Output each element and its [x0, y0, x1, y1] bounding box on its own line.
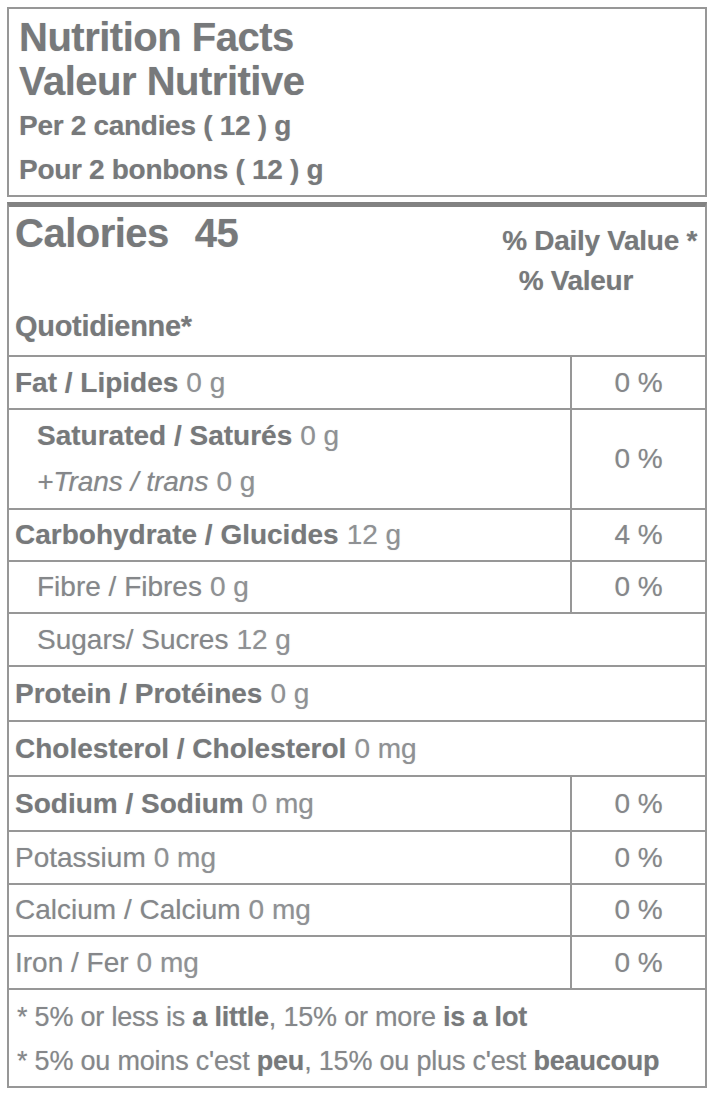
nutrition-label: Nutrition Facts Valeur Nutritive Per 2 c…: [7, 7, 707, 1088]
row-iron: Iron / Fer 0 mg 0 %: [9, 935, 705, 988]
nutrient-table: Calories 45 % Daily Value * % Valeur Quot…: [7, 202, 707, 1088]
calories-section: Calories 45 % Daily Value * % Valeur Quot…: [9, 207, 705, 355]
nutrient-amount: 0 mg: [354, 733, 416, 764]
daily-value-cell: 0 %: [570, 410, 705, 508]
nutrient-label: Saturated / Saturés: [37, 420, 292, 451]
nutrient-label: Iron / Fer: [15, 947, 129, 978]
daily-value-header-en: % Daily Value *: [502, 225, 705, 257]
row-sodium: Sodium / Sodium 0 mg 0 %: [9, 775, 705, 830]
title-english: Nutrition Facts: [19, 15, 695, 59]
nutrient-amount: 0 mg: [137, 947, 199, 978]
serving-size-french: Pour 2 bonbons ( 12 ) g: [19, 149, 695, 191]
daily-value-cell: 0 %: [570, 562, 705, 612]
nutrient-amount: 0 mg: [154, 842, 216, 873]
row-carbohydrate: Carbohydrate / Glucides 12 g 4 %: [9, 508, 705, 560]
daily-value-header-fr-2: Quotidienne*: [9, 310, 705, 343]
nutrient-amount: 0 g: [300, 420, 339, 451]
calories-row: Calories 45: [9, 211, 238, 255]
row-potassium: Potassium 0 mg 0 %: [9, 830, 705, 883]
daily-value-cell: 0 %: [570, 357, 705, 408]
nutrient-label: Sugars/ Sucres: [37, 624, 228, 655]
calories-label: Calories: [15, 211, 169, 255]
row-saturated-trans: Saturated / Saturés 0 g +Trans / trans 0 g…: [9, 408, 705, 508]
daily-value-cell: 4 %: [570, 510, 705, 560]
row-protein: Protein / Protéines 0 g: [9, 665, 705, 720]
nutrient-label: Fibre / Fibres: [37, 571, 202, 602]
nutrient-amount: 0 g: [186, 367, 225, 398]
nutrient-label: Sodium / Sodium: [15, 788, 244, 819]
nutrient-amount: 0 mg: [249, 894, 311, 925]
nutrient-amount: 0 g: [270, 678, 309, 709]
nutrient-label: Calcium / Calcium: [15, 894, 241, 925]
daily-value-cell: 0 %: [570, 777, 705, 830]
daily-value-header-fr-1: % Valeur: [9, 265, 705, 297]
footnote-section: * 5% or less is a little, 15% or more is…: [9, 988, 705, 1086]
title-french: Valeur Nutritive: [19, 59, 695, 103]
calories-value: 45: [195, 211, 239, 255]
serving-size-english: Per 2 candies ( 12 ) g: [19, 105, 695, 147]
daily-value-cell: 0 %: [570, 885, 705, 935]
row-fibre: Fibre / Fibres 0 g 0 %: [9, 560, 705, 612]
nutrient-amount: 12 g: [236, 624, 291, 655]
row-fat: Fat / Lipides 0 g 0 %: [9, 355, 705, 408]
nutrient-amount: 12 g: [347, 519, 402, 550]
nutrient-amount: 0 g: [210, 571, 249, 602]
nutrient-label-trans: +Trans / trans: [37, 466, 208, 497]
daily-value-cell: 0 %: [570, 937, 705, 988]
nutrient-amount: 0 mg: [252, 788, 314, 819]
nutrient-label: Fat / Lipides: [15, 367, 178, 398]
nutrient-amount: 0 g: [216, 466, 255, 497]
footnote-english: * 5% or less is a little, 15% or more is…: [17, 995, 697, 1039]
row-calcium: Calcium / Calcium 0 mg 0 %: [9, 883, 705, 935]
nutrient-label: Potassium: [15, 842, 146, 873]
daily-value-cell: 0 %: [570, 832, 705, 883]
nutrient-label: Cholesterol / Cholesterol: [15, 733, 346, 764]
nutrient-label: Protein / Protéines: [15, 678, 262, 709]
footnote-french: * 5% ou moins c'est peu, 15% ou plus c'e…: [17, 1039, 697, 1083]
label-header: Nutrition Facts Valeur Nutritive Per 2 c…: [7, 7, 707, 197]
nutrient-label: Carbohydrate / Glucides: [15, 519, 339, 550]
row-sugars: Sugars/ Sucres 12 g: [9, 612, 705, 665]
row-cholesterol: Cholesterol / Cholesterol 0 mg: [9, 720, 705, 775]
